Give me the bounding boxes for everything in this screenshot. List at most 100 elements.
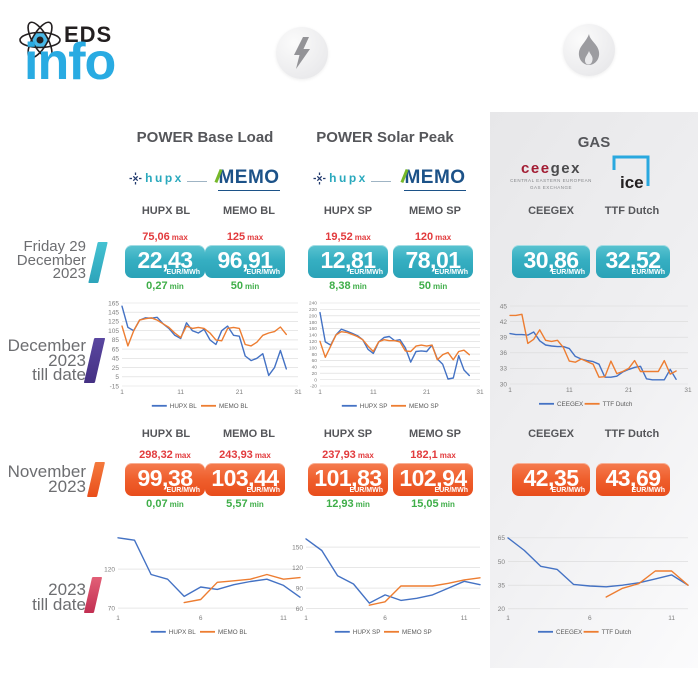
min-value: 0,07 min xyxy=(146,498,184,510)
row-label-november-2023: November 2023 xyxy=(7,462,86,496)
svg-text:20: 20 xyxy=(498,606,506,613)
column-label-hupx-bl: HUPX BL xyxy=(141,205,191,217)
flame-icon xyxy=(578,34,600,65)
svg-text:TTF Dutch: TTF Dutch xyxy=(602,629,632,636)
svg-text:CEEGEX: CEEGEX xyxy=(556,629,583,636)
hupx-logo: hupx xyxy=(126,171,210,185)
svg-text:1: 1 xyxy=(116,615,120,622)
price-tile-memo-bl-friday: 125 max 96,91 EUR/MWh 50 min xyxy=(205,231,285,294)
svg-text:5: 5 xyxy=(115,374,119,381)
gas-section-panel xyxy=(490,112,698,668)
hupx-logo-rule xyxy=(370,180,391,182)
svg-text:MEMO BL: MEMO BL xyxy=(218,629,248,636)
hupx-logo-rule xyxy=(186,180,207,182)
min-value: 50 min xyxy=(230,280,260,292)
price-value-tile: 22,43 EUR/MWh xyxy=(125,245,205,278)
ceegex-logo: ceegex CENTRAL EASTERN EUROPEAN GAS EXCH… xyxy=(506,160,596,190)
hupx-logo-text: hupx xyxy=(329,171,368,185)
svg-text:240: 240 xyxy=(309,301,317,307)
svg-text:6: 6 xyxy=(383,615,387,622)
svg-text:1: 1 xyxy=(506,615,510,622)
hupx-logo-text: hupx xyxy=(145,171,184,185)
svg-text:50: 50 xyxy=(498,559,506,566)
svg-text:21: 21 xyxy=(423,389,431,396)
svg-text:70: 70 xyxy=(108,605,116,612)
svg-text:21: 21 xyxy=(236,389,244,396)
svg-text:HUPX SP: HUPX SP xyxy=(353,629,381,636)
column-label-ttf-dutch: TTF Dutch xyxy=(604,205,660,217)
svg-text:MEMO SP: MEMO SP xyxy=(409,403,439,410)
column-label-ceegex: CEEGEX xyxy=(528,205,574,217)
chart-ytd-solar-peak: 150 120 90 60 1 6 11 HUPX SP MEMO SP xyxy=(282,524,486,643)
svg-text:-15: -15 xyxy=(110,383,120,390)
min-value: 8,38 min xyxy=(329,280,367,292)
price-tile-memo-sp-friday: 120 max 78,01 EUR/MWh 50 min xyxy=(393,231,473,294)
chart-december-gas: 45 42 39 36 33 30 1 11 21 31 CEEGEX TTF Dutch xyxy=(486,300,694,415)
column-label-ttf-dutch: TTF Dutch xyxy=(604,428,660,440)
svg-text:6: 6 xyxy=(199,615,203,622)
svg-text:140: 140 xyxy=(309,333,317,339)
svg-text:45: 45 xyxy=(112,356,120,363)
gas-section-badge xyxy=(563,24,615,76)
svg-text:125: 125 xyxy=(108,319,119,326)
row-label-december-till-date: December 2023 till date xyxy=(7,336,86,384)
svg-text:11: 11 xyxy=(280,615,287,622)
price-tile-ceegex-november: 42,35 EUR/MWh xyxy=(512,449,590,498)
chart-december-solar-peak: 240 220 200 180 160 140 120 100 80 60 40 20 0 -20 1 11 2… xyxy=(296,297,486,417)
price-tile-ceegex-friday: 30,86 EUR/MWh xyxy=(512,231,590,280)
column-label-memo-bl: MEMO BL xyxy=(223,428,275,440)
column-label-memo-sp: MEMO SP xyxy=(409,428,461,440)
price-tile-hupx-bl-friday: 75,06 max 22,43 EUR/MWh 0,27 min xyxy=(125,231,205,294)
svg-text:39: 39 xyxy=(500,334,508,341)
price-tile-ttf-dutch-friday: 32,52 EUR/MWh xyxy=(596,231,670,280)
svg-text:11: 11 xyxy=(370,389,377,396)
eds-info-logo: EDS info xyxy=(16,6,176,98)
row-label-friday-29-december-2023: Friday 29 December 2023 xyxy=(16,238,86,282)
price-value-tile: 103,44 EUR/MWh xyxy=(205,463,285,496)
svg-text:25: 25 xyxy=(112,365,120,372)
svg-text:45: 45 xyxy=(500,303,508,310)
price-value-tile: 101,83 EUR/MWh xyxy=(308,463,388,496)
chart-ytd-gas: 65 50 35 20 1 6 11 CEEGEX TTF Dutch xyxy=(484,524,694,643)
min-value: 5,57 min xyxy=(226,498,264,510)
svg-text:90: 90 xyxy=(296,585,304,592)
price-value-tile: 32,52 EUR/MWh xyxy=(596,245,670,278)
svg-text:65: 65 xyxy=(112,346,120,353)
price-value-tile: 102,94 EUR/MWh xyxy=(393,463,473,496)
column-label-ceegex: CEEGEX xyxy=(528,428,574,440)
price-value-tile: 78,01 EUR/MWh xyxy=(393,245,473,278)
ice-logo-text: ice xyxy=(620,173,644,192)
power-section-badge xyxy=(276,27,328,79)
title-power-base-load: POWER Base Load xyxy=(136,129,274,146)
memo-logo: MEMO xyxy=(400,167,466,191)
svg-text:80: 80 xyxy=(312,352,318,358)
svg-text:6: 6 xyxy=(588,615,592,622)
column-label-memo-bl: MEMO BL xyxy=(223,205,275,217)
min-value: 0,27 min xyxy=(146,280,184,292)
ceegex-logo-cee: cee xyxy=(521,160,551,177)
svg-text:11: 11 xyxy=(668,615,675,622)
memo-logo-text: MEMO xyxy=(218,167,280,188)
svg-text:HUPX BL: HUPX BL xyxy=(169,629,196,636)
max-value: 237,93 max xyxy=(322,449,374,461)
svg-text:42: 42 xyxy=(500,319,508,326)
logo-text-info: info xyxy=(24,33,116,91)
max-value: 120 max xyxy=(414,231,452,243)
hupx-logo: hupx xyxy=(310,171,394,185)
max-value: 298,32 max xyxy=(139,449,191,461)
svg-text:120: 120 xyxy=(104,566,115,573)
price-value-tile: 30,86 EUR/MWh xyxy=(512,245,590,278)
max-value: 75,06 max xyxy=(142,231,188,243)
svg-text:220: 220 xyxy=(309,307,317,313)
svg-text:33: 33 xyxy=(500,366,508,373)
svg-text:11: 11 xyxy=(177,389,184,396)
title-power-solar-peak: POWER Solar Peak xyxy=(316,129,454,146)
ceegex-logo-subtitle-1: CENTRAL EASTERN EUROPEAN xyxy=(510,178,592,183)
svg-text:CEEGEX: CEEGEX xyxy=(557,401,584,408)
hupx-compass-icon xyxy=(129,172,142,184)
min-value: 12,93 min xyxy=(326,498,370,510)
svg-text:120: 120 xyxy=(309,339,317,345)
ceegex-logo-subtitle-2: GAS EXCHANGE xyxy=(529,184,572,190)
row-label-2023-till-date: 2023 till date xyxy=(32,580,86,614)
november-accent-slash xyxy=(86,462,106,497)
